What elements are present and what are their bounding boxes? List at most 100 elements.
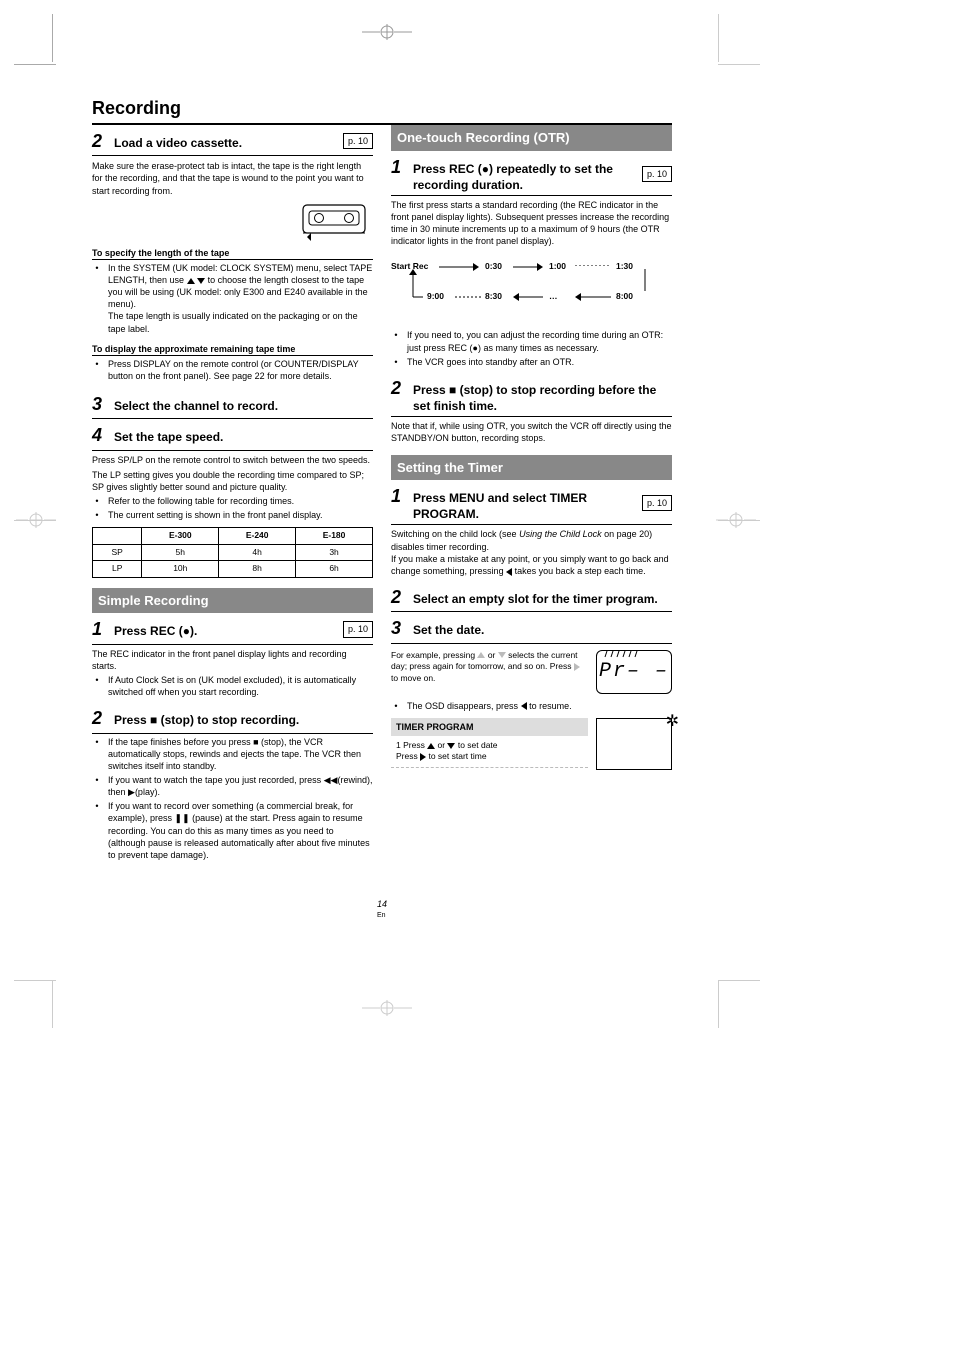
page-ref: p. 10 (642, 495, 672, 511)
page-content: Recording 2 Load a video cassette. p. 10… (92, 98, 672, 861)
step-number: 4 (92, 423, 108, 447)
divider (92, 733, 373, 734)
recording-time-table: E-300 E-240 E-180 SP 5h 4h 3h LP 10h 8h … (92, 527, 373, 577)
flow-node: 8:00 (616, 291, 633, 302)
flow-node: 0:30 (485, 261, 502, 272)
divider (391, 524, 672, 525)
step-text: Set the tape speed. (114, 429, 373, 445)
flow-node: 9:00 (427, 291, 444, 302)
table-header (93, 528, 142, 544)
table-cell: 6h (296, 561, 373, 577)
table-cell: 3h (296, 544, 373, 560)
bullet-icon: • (391, 356, 401, 368)
page-ref: p. 10 (642, 166, 672, 182)
osd-body: 1 Press or to set datePress to set start… (391, 736, 588, 767)
registration-mark-left (16, 510, 56, 530)
bullet-icon: • (92, 495, 102, 507)
page-ref: p. 10 (343, 621, 373, 637)
led-text: Pr– – (599, 658, 669, 685)
divider (391, 416, 672, 417)
osd-hint-box: ✲ (596, 718, 672, 770)
bullet-icon: • (92, 800, 102, 861)
bullet-text: If you want to watch the tape you just r… (108, 774, 373, 798)
crop-mark (718, 64, 760, 65)
crop-mark (14, 980, 56, 981)
step-number: 3 (391, 616, 407, 640)
bullet-text: If you need to, you can adjust the recor… (407, 329, 672, 353)
bullet-icon: • (92, 674, 102, 698)
divider (92, 644, 373, 645)
registration-mark-bottom (362, 998, 412, 1018)
bullet-text: Refer to the following table for recordi… (108, 495, 373, 507)
arrow-icon (455, 293, 481, 301)
page-number: 14En (377, 899, 387, 919)
section-heading: Simple Recording (92, 588, 373, 614)
bullet-icon: • (92, 736, 102, 772)
arrow-icon (439, 263, 479, 271)
bullet-text: The current setting is shown in the fron… (108, 509, 373, 521)
divider (391, 195, 672, 196)
crop-mark (14, 64, 56, 65)
page-title: Recording (92, 98, 672, 119)
subsection-title: To specify the length of the tape (92, 247, 373, 259)
arrow-icon (513, 293, 543, 301)
step-body: The first press starts a standard record… (391, 199, 672, 248)
step-number: 3 (92, 392, 108, 416)
table-cell: 8h (219, 561, 296, 577)
otr-flow-diagram: Start Rec 0:30 1:00 1:30 8:00 … 8:30 9:0… (391, 255, 672, 325)
step-text: Select an empty slot for the timer progr… (413, 591, 672, 607)
dotted-divider (391, 767, 588, 768)
divider (391, 643, 672, 644)
table-header: E-240 (219, 528, 296, 544)
step-text: Press REC (●) repeatedly to set the reco… (413, 161, 636, 193)
led-display: Pr– – (596, 650, 672, 694)
table-cell: LP (93, 561, 142, 577)
step-text: Press ■ (stop) to stop recording before … (413, 382, 672, 414)
step-text: Press ■ (stop) to stop recording. (114, 712, 373, 728)
table-cell: 10h (142, 561, 219, 577)
divider (92, 355, 373, 356)
divider (92, 418, 373, 419)
table-cell: 5h (142, 544, 219, 560)
step-body: Make sure the erase-protect tab is intac… (92, 160, 373, 196)
step-text: Press MENU and select TIMER PROGRAM. (413, 490, 636, 522)
bullet-text: In the SYSTEM (UK model: CLOCK SYSTEM) m… (108, 262, 373, 335)
bullet-text: Press DISPLAY on the remote control (or … (108, 358, 373, 382)
table-cell: 4h (219, 544, 296, 560)
step-number: 2 (391, 376, 407, 400)
bullet-text: If the tape finishes before you press ■ … (108, 736, 373, 772)
step-body: Switching on the child lock (see Using t… (391, 528, 672, 577)
crop-mark (718, 980, 760, 981)
bullet-icon: • (391, 700, 401, 712)
table-header: E-300 (142, 528, 219, 544)
divider (391, 611, 672, 612)
crop-mark (718, 980, 719, 1028)
subsection-title: To display the approximate remaining tap… (92, 343, 373, 355)
arrow-icon (403, 269, 423, 299)
section-heading: One-touch Recording (OTR) (391, 125, 672, 151)
right-column: One-touch Recording (OTR) 1 Press REC (●… (391, 125, 672, 861)
page-ref: p. 10 (343, 133, 373, 149)
bullet-icon: • (92, 774, 102, 798)
crop-mark (52, 980, 53, 1028)
led-tick-icon (603, 647, 667, 659)
step-number: 2 (92, 706, 108, 730)
divider (92, 450, 373, 451)
crop-mark (718, 14, 719, 62)
crop-mark (52, 14, 53, 62)
table-cell: SP (93, 544, 142, 560)
registration-mark-top (362, 22, 412, 42)
sun-icon: ✲ (666, 711, 679, 733)
step-body: Press SP/LP on the remote control to swi… (92, 454, 373, 466)
divider (92, 155, 373, 156)
step-number: 1 (391, 484, 407, 508)
arrow-icon (575, 293, 611, 301)
osd-title: TIMER PROGRAM (391, 718, 588, 736)
step-text: Press REC (●). (114, 623, 337, 639)
section-heading: Setting the Timer (391, 455, 672, 481)
step-text: Load a video cassette. (114, 135, 337, 151)
table-header: E-180 (296, 528, 373, 544)
step-body: The LP setting gives you double the reco… (92, 469, 373, 493)
divider (92, 259, 373, 260)
step-text: Set the date. (413, 622, 672, 638)
